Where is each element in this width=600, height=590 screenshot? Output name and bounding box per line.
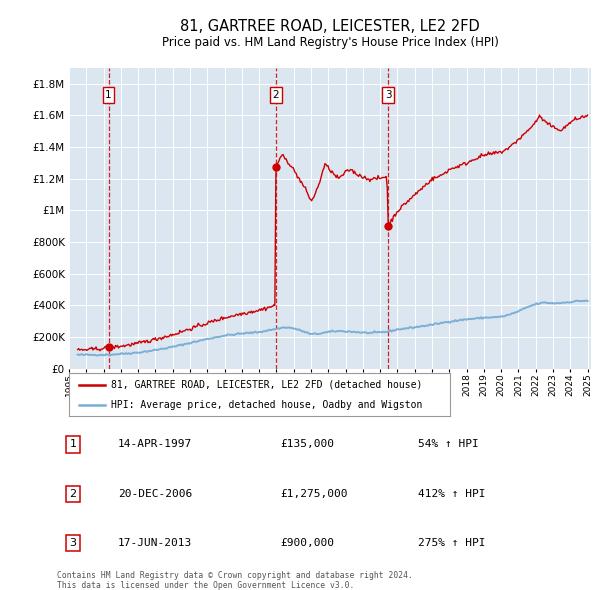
Text: Contains HM Land Registry data © Crown copyright and database right 2024.: Contains HM Land Registry data © Crown c… (57, 571, 413, 580)
Text: 2: 2 (272, 90, 279, 100)
Text: 412% ↑ HPI: 412% ↑ HPI (418, 489, 485, 499)
Text: 3: 3 (70, 538, 76, 548)
Text: £135,000: £135,000 (280, 440, 334, 450)
Text: 275% ↑ HPI: 275% ↑ HPI (418, 538, 485, 548)
Text: £900,000: £900,000 (280, 538, 334, 548)
Text: HPI: Average price, detached house, Oadby and Wigston: HPI: Average price, detached house, Oadb… (111, 400, 422, 409)
Text: 81, GARTREE ROAD, LEICESTER, LE2 2FD: 81, GARTREE ROAD, LEICESTER, LE2 2FD (180, 19, 480, 34)
Text: 3: 3 (385, 90, 391, 100)
Text: 54% ↑ HPI: 54% ↑ HPI (418, 440, 479, 450)
Text: £1,275,000: £1,275,000 (280, 489, 347, 499)
Text: Price paid vs. HM Land Registry's House Price Index (HPI): Price paid vs. HM Land Registry's House … (161, 36, 499, 49)
Text: 14-APR-1997: 14-APR-1997 (118, 440, 193, 450)
Text: This data is licensed under the Open Government Licence v3.0.: This data is licensed under the Open Gov… (57, 581, 355, 590)
Text: 17-JUN-2013: 17-JUN-2013 (118, 538, 193, 548)
Text: 1: 1 (105, 90, 112, 100)
Text: 20-DEC-2006: 20-DEC-2006 (118, 489, 193, 499)
Text: 81, GARTREE ROAD, LEICESTER, LE2 2FD (detached house): 81, GARTREE ROAD, LEICESTER, LE2 2FD (de… (111, 380, 422, 390)
Text: 2: 2 (70, 489, 76, 499)
Text: 1: 1 (70, 440, 76, 450)
